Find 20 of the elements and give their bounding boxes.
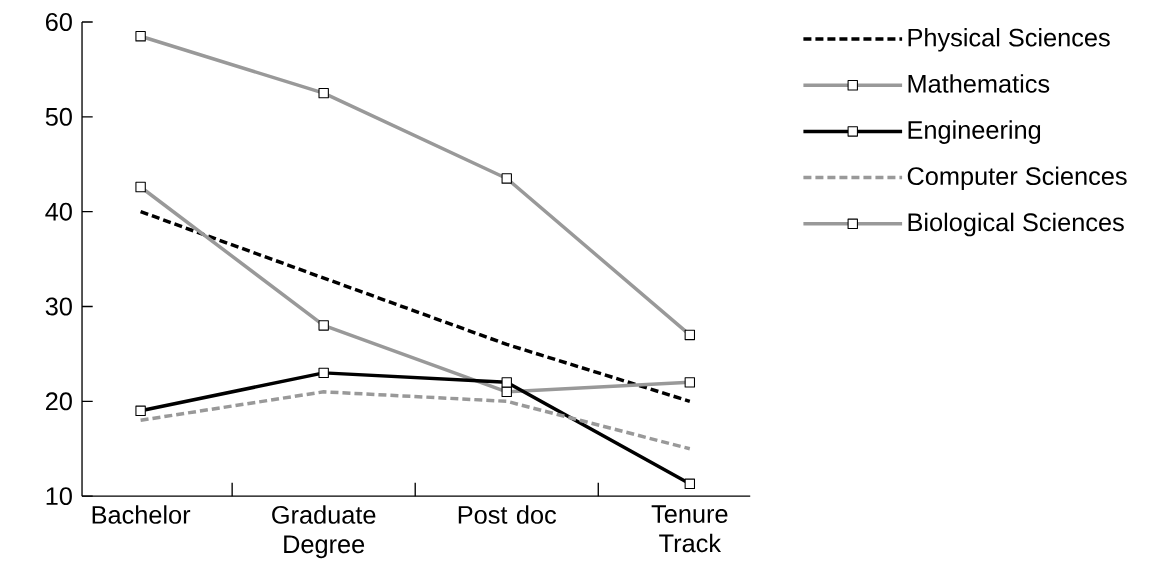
legend-label: Physical Sciences [908,27,1110,52]
legend-label: Computer Sciences [907,166,1127,191]
y-tick-label: 40 [45,202,72,221]
point [501,377,512,388]
legend-label: Engineering [908,120,1041,144]
y-tick-label: 10 [46,487,72,506]
x-tick-label: Post doc [458,505,557,524]
x-tick-label: Tenure Track [651,505,728,553]
y-tick-label: 60 [46,12,72,31]
x-tick-label: Bachelor [92,505,191,524]
legend-label: Biological Sciences [908,212,1124,237]
legend-label: Mathematics [908,74,1050,93]
y-tick-label: 20 [46,392,72,411]
point [318,367,329,378]
point [135,405,146,416]
y-tick-label: 30 [45,297,72,316]
x-tick-label: Graduate Degree [272,505,376,559]
y-tick-label: 50 [45,107,72,126]
line-series [138,390,692,451]
point [684,478,696,489]
